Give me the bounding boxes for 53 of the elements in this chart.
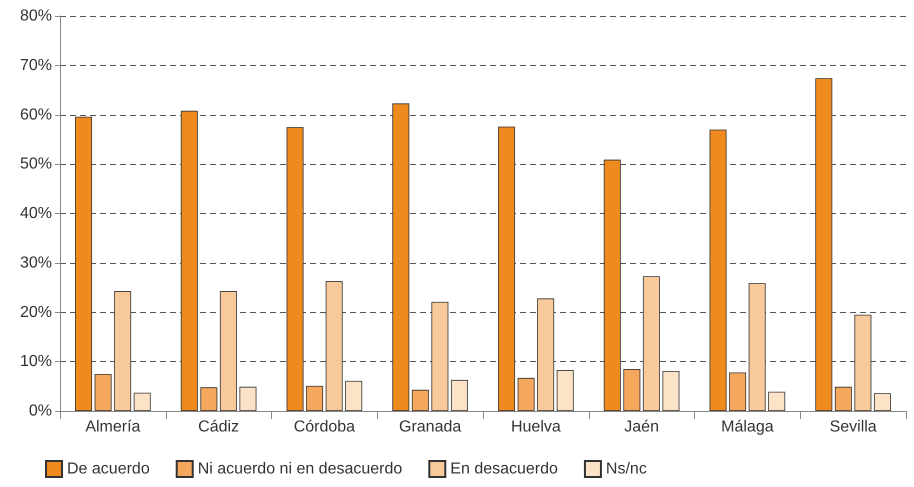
x-tick-label: Sevilla [830, 418, 877, 436]
bar [748, 283, 766, 411]
x-tick-label: Málaga [721, 418, 774, 436]
bar [180, 110, 198, 411]
y-tick-label: 30% [20, 254, 52, 272]
bar [518, 378, 535, 411]
legend-label: Ns/nc [606, 460, 647, 478]
bar [412, 390, 429, 411]
y-tick-label: 80% [20, 8, 52, 24]
y-tick-label: 70% [20, 56, 52, 74]
bar [326, 281, 343, 411]
bar [392, 103, 410, 411]
x-tick-label: Cádiz [198, 418, 240, 436]
bar [498, 126, 516, 411]
y-tick-label: 20% [20, 304, 52, 321]
x-tick-label: Huelva [510, 418, 561, 436]
bar [768, 392, 786, 411]
bar [450, 380, 468, 411]
y-tick-label: 0% [28, 402, 52, 420]
y-tick-label: 40% [20, 205, 52, 222]
bar [220, 291, 237, 411]
bar [815, 78, 832, 411]
legend-label: Ni acuerdo ni en desacuerdo [198, 460, 402, 478]
bar [345, 380, 362, 411]
bar [431, 302, 448, 411]
y-tick-label: 10% [20, 353, 52, 370]
x-tick-label: Granada [398, 418, 462, 436]
bar [94, 374, 112, 411]
legend-label: En desacuerdo [450, 460, 558, 478]
bar [834, 386, 852, 411]
bar [537, 298, 554, 411]
legend-label: De acuerdo [67, 460, 150, 478]
x-tick-label: Jaén [624, 418, 659, 436]
bar [662, 371, 680, 411]
bar [854, 314, 872, 411]
bar [623, 369, 640, 411]
bar [200, 387, 218, 411]
x-tick-label: Almería [85, 418, 141, 436]
bar [874, 393, 891, 411]
bar [642, 276, 660, 411]
bar [556, 370, 574, 411]
bar [306, 386, 324, 411]
bar [729, 372, 746, 411]
bar [604, 160, 621, 411]
y-tick-label: 50% [20, 156, 52, 173]
bar [75, 116, 92, 411]
bar [114, 291, 132, 411]
bar [134, 392, 151, 411]
bar [239, 386, 256, 411]
bar [710, 130, 727, 411]
y-tick-label: 60% [20, 106, 52, 124]
bar [286, 127, 304, 411]
x-tick-label: Córdoba [294, 418, 356, 436]
